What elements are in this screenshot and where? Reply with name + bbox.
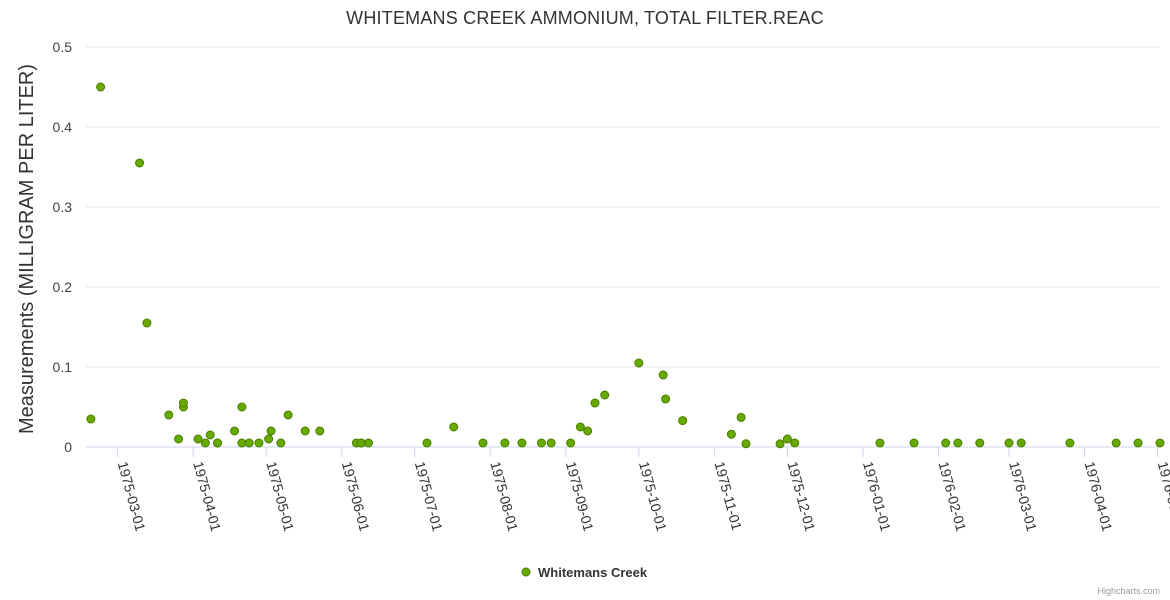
- x-axis: 1975-03-01 1975-04-01 1975-05-01 1975-06-01…: [115, 447, 1170, 533]
- data-point: [315, 426, 325, 436]
- data-point: [661, 394, 671, 404]
- chart-title: WHITEMANS CREEK AMMONIUM, TOTAL FILTER.R…: [346, 8, 824, 28]
- y-tick-label: 0.4: [53, 119, 73, 135]
- x-tick-label: 1975-09-01: [563, 460, 597, 534]
- data-point: [726, 429, 736, 439]
- data-point: [941, 438, 951, 448]
- data-point: [237, 438, 247, 448]
- data-point: [741, 439, 751, 449]
- data-point: [536, 438, 546, 448]
- data-point: [736, 412, 746, 422]
- data-point: [875, 438, 885, 448]
- data-point: [264, 434, 274, 444]
- y-tick-label: 0.3: [53, 199, 73, 215]
- data-point: [266, 426, 276, 436]
- y-tick-label: 0.5: [53, 39, 73, 55]
- grid-layer: [86, 46, 1160, 448]
- credits-link[interactable]: Highcharts.com: [1097, 586, 1160, 596]
- data-point: [254, 438, 264, 448]
- data-point: [213, 438, 223, 448]
- x-tick-label: 1975-11-01: [711, 460, 745, 533]
- data-point: [364, 438, 374, 448]
- data-point: [478, 438, 488, 448]
- y-axis: 0 0.1 0.2 0.3 0.4 0.5 Measurements (MILLIGRAM …: [16, 39, 72, 455]
- y-tick-label: 0.2: [53, 279, 73, 295]
- data-point: [178, 398, 188, 408]
- data-point: [1016, 438, 1026, 448]
- x-tick-label: 1975-08-01: [487, 460, 521, 534]
- data-point: [975, 438, 985, 448]
- data-point: [590, 398, 600, 408]
- x-tick-label: 1975-07-01: [412, 460, 446, 534]
- data-point: [135, 158, 145, 168]
- data-point: [909, 438, 919, 448]
- data-point: [1004, 438, 1014, 448]
- data-point: [244, 438, 254, 448]
- data-point: [1133, 438, 1143, 448]
- legend-marker-icon: [521, 567, 531, 577]
- data-point: [775, 439, 785, 449]
- data-point: [237, 402, 247, 412]
- data-point: [300, 426, 310, 436]
- data-point: [790, 438, 800, 448]
- x-tick-label: 1976-02-01: [935, 460, 969, 534]
- data-point: [600, 390, 610, 400]
- data-point: [142, 318, 152, 328]
- legend-label: Whitemans Creek: [538, 565, 648, 580]
- x-tick-label: 1975-10-01: [636, 460, 670, 534]
- x-tick-label: 1976-05-01: [1155, 460, 1170, 534]
- data-point: [164, 410, 174, 420]
- data-point: [200, 438, 210, 448]
- data-point: [1111, 438, 1121, 448]
- data-point: [422, 438, 432, 448]
- data-point: [658, 370, 668, 380]
- data-point: [283, 410, 293, 420]
- data-point: [449, 422, 459, 432]
- data-point: [1065, 438, 1075, 448]
- y-axis-title: Measurements (MILLIGRAM PER LITER): [16, 64, 38, 434]
- data-point: [86, 414, 96, 424]
- data-point: [517, 438, 527, 448]
- data-point: [678, 416, 688, 426]
- data-point: [230, 426, 240, 436]
- y-tick-label: 0.1: [53, 359, 73, 375]
- y-tick-label: 0: [64, 439, 72, 455]
- x-tick-label: 1975-06-01: [339, 460, 373, 534]
- data-point: [356, 438, 366, 448]
- data-point: [583, 426, 593, 436]
- x-tick-label: 1976-01-01: [860, 460, 894, 534]
- x-tick-label: 1975-12-01: [784, 460, 818, 534]
- data-point: [953, 438, 963, 448]
- data-point: [1155, 438, 1165, 448]
- x-tick-label: 1975-03-01: [115, 460, 149, 534]
- data-point: [193, 434, 203, 444]
- legend-item-whitemans-creek[interactable]: Whitemans Creek: [521, 565, 648, 580]
- data-point: [634, 358, 644, 368]
- data-point: [276, 438, 286, 448]
- data-point: [500, 438, 510, 448]
- x-tick-label: 1976-04-01: [1082, 460, 1116, 534]
- x-tick-label: 1975-04-01: [190, 460, 224, 534]
- data-point: [782, 434, 792, 444]
- x-tick-label: 1976-03-01: [1006, 460, 1040, 534]
- data-point: [205, 430, 215, 440]
- x-tick-label: 1975-05-01: [263, 460, 297, 534]
- data-point: [174, 434, 184, 444]
- series-whitemans-creek: [86, 82, 1165, 449]
- data-point: [566, 438, 576, 448]
- data-point: [575, 422, 585, 432]
- legend: Whitemans Creek: [521, 565, 648, 580]
- data-point: [96, 82, 106, 92]
- data-point: [546, 438, 556, 448]
